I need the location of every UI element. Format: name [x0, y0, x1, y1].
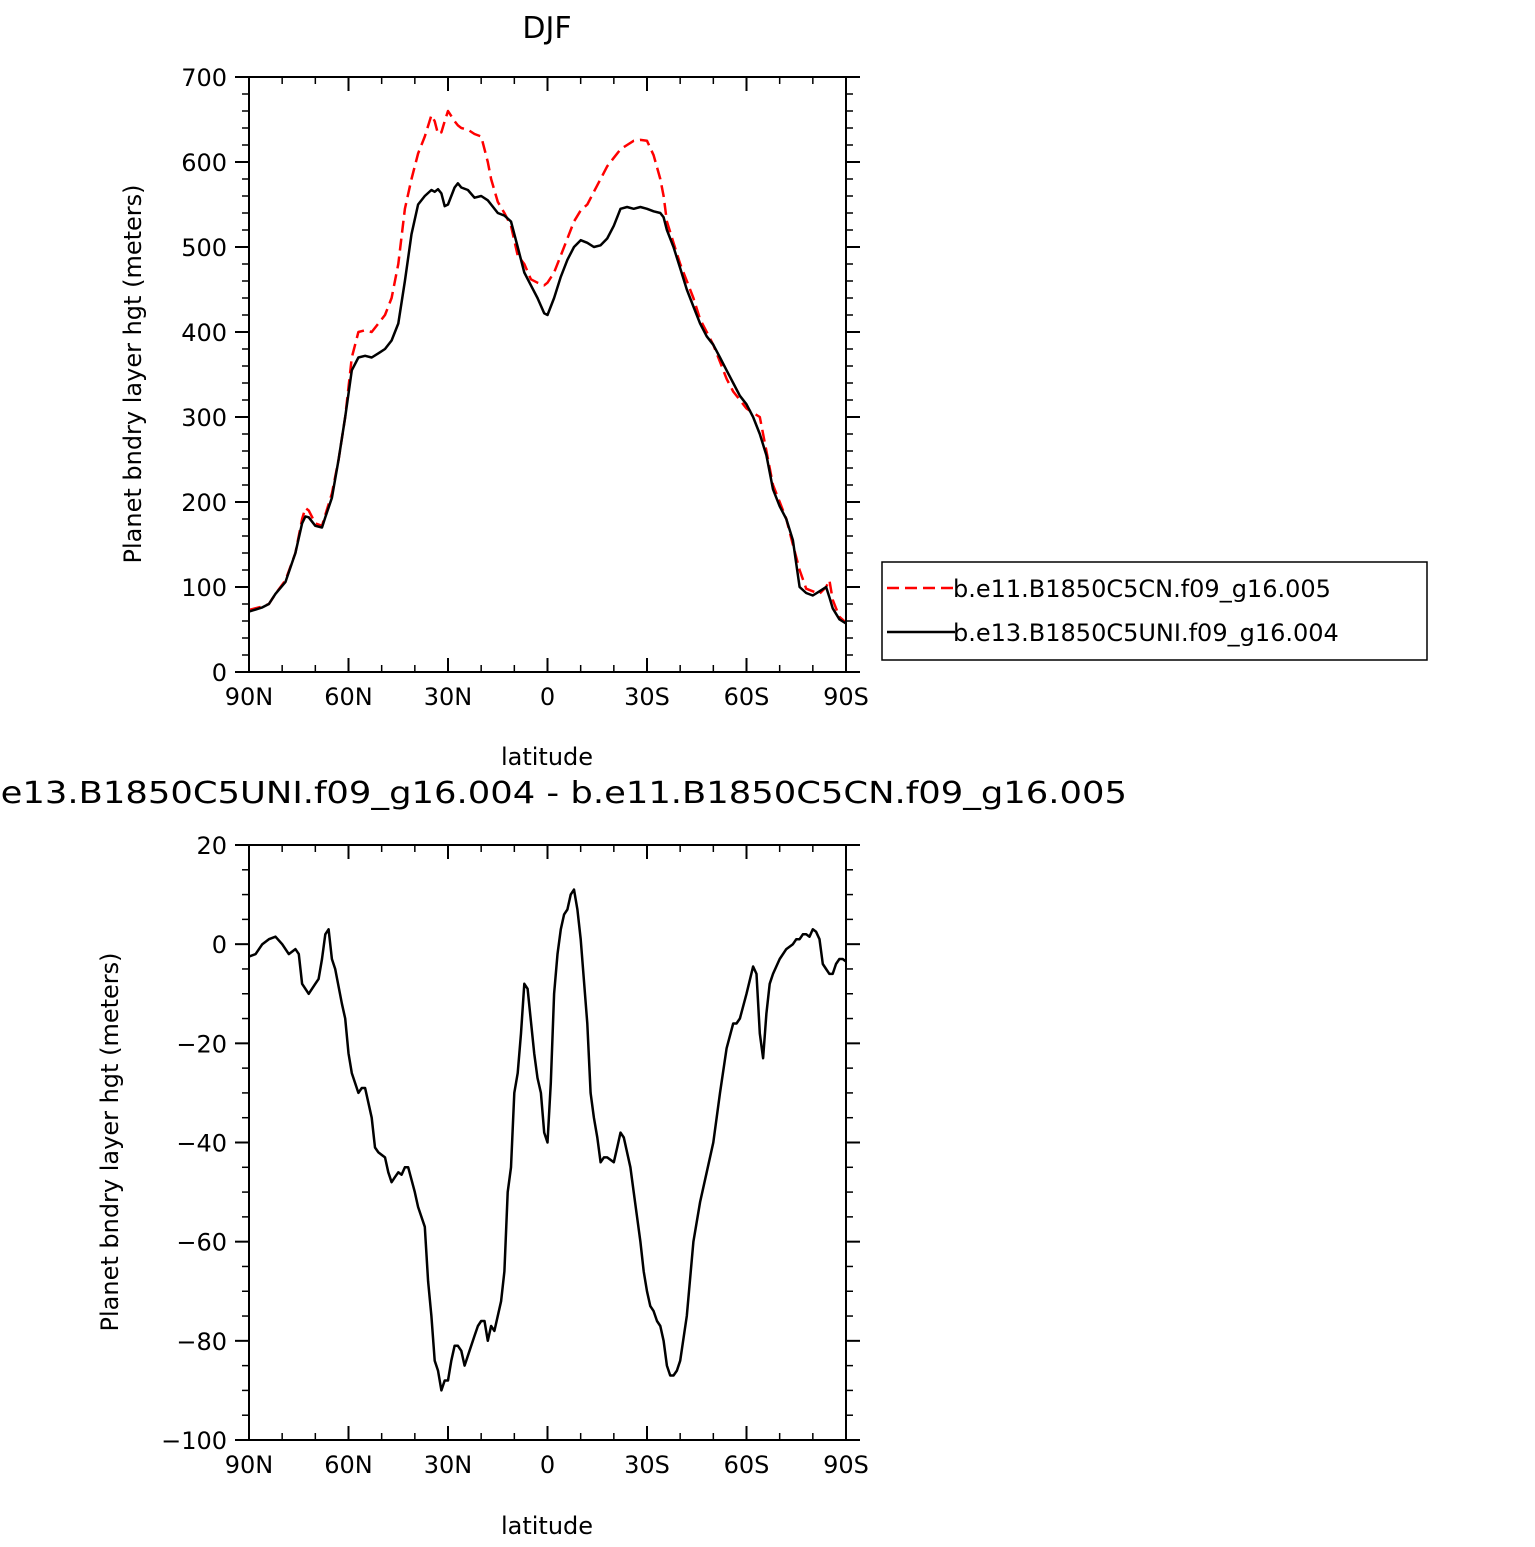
x-tick-label: 0	[540, 683, 555, 711]
y-tick-label: 700	[181, 64, 227, 92]
y-tick-label: 400	[181, 319, 227, 347]
x-tick-label: 60S	[724, 1451, 770, 1479]
bottom-chart-title: b.e13.B1850C5UNI.f09_g16.004 - b.e11.B18…	[0, 776, 1127, 811]
top-series-layer	[248, 109, 847, 625]
bottom-series-layer	[248, 888, 847, 1392]
y-tick-label: 600	[181, 149, 227, 177]
bottom-y-axis-label: Planet bndry layer hgt (meters)	[96, 953, 124, 1332]
series-line-2	[248, 182, 847, 625]
top-ticks: 90N 60N 30N 0 30S 60S 90S 0 100 200 300 400 500 600 70…	[181, 64, 869, 711]
x-tick-label: 90N	[225, 1451, 274, 1479]
y-tick-label: 200	[181, 489, 227, 517]
x-tick-label: 90S	[823, 683, 869, 711]
bottom-x-axis-label: latitude	[501, 1512, 593, 1540]
y-tick-label: −40	[176, 1130, 227, 1158]
x-tick-label: 0	[540, 1451, 555, 1479]
top-x-axis-label: latitude	[501, 743, 593, 771]
x-tick-label: 30S	[624, 683, 670, 711]
x-tick-label: 90S	[823, 1451, 869, 1479]
legend-label-series-2: b.e13.B1850C5UNI.f09_g16.004	[953, 619, 1339, 647]
legend: b.e11.B1850C5CN.f09_g16.005 b.e13.B1850C…	[881, 561, 1428, 661]
x-tick-label: 60N	[324, 683, 373, 711]
series-line-1	[248, 109, 847, 624]
top-chart-title: DJF	[522, 11, 571, 46]
top-y-axis-label: Planet bndry layer hgt (meters)	[119, 185, 147, 564]
x-tick-label: 30N	[424, 1451, 473, 1479]
top-plot-frame	[248, 76, 847, 673]
x-tick-label: 60S	[724, 683, 770, 711]
y-tick-label: −80	[176, 1328, 227, 1356]
legend-box	[881, 561, 1428, 661]
y-tick-label: −100	[161, 1427, 227, 1455]
y-tick-label: 0	[212, 659, 227, 687]
y-tick-label: 300	[181, 404, 227, 432]
x-tick-label: 60N	[324, 1451, 373, 1479]
y-tick-label: 0	[212, 931, 227, 959]
y-tick-label: 100	[181, 574, 227, 602]
x-tick-label: 30N	[424, 683, 473, 711]
x-tick-label: 30S	[624, 1451, 670, 1479]
bottom-ticks: 90N 60N 30N 0 30S 60S 90S −100 −80 −60 −40 −20 0 20	[161, 832, 869, 1479]
top-panel: DJF Planet bndry layer hgt (meters) lati…	[119, 11, 869, 771]
x-tick-label: 90N	[225, 683, 274, 711]
bottom-plot-frame	[248, 844, 847, 1441]
y-tick-label: −20	[176, 1030, 227, 1058]
y-tick-label: 500	[181, 234, 227, 262]
series-line-1	[248, 888, 847, 1392]
bottom-panel: b.e13.B1850C5UNI.f09_g16.004 - b.e11.B18…	[0, 776, 1127, 1540]
y-tick-label: −60	[176, 1229, 227, 1257]
legend-label-series-1: b.e11.B1850C5CN.f09_g16.005	[953, 575, 1331, 603]
y-tick-label: 20	[196, 832, 227, 860]
